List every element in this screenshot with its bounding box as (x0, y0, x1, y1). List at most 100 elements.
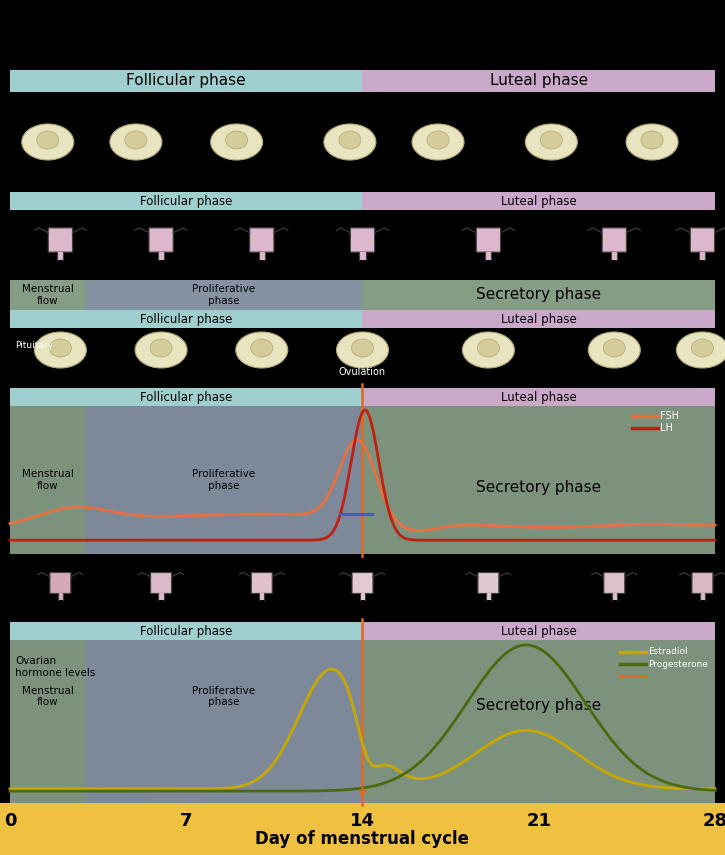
Text: 28: 28 (703, 812, 725, 830)
FancyBboxPatch shape (478, 573, 499, 593)
Ellipse shape (150, 339, 172, 357)
Ellipse shape (125, 131, 147, 149)
Bar (259, 252, 265, 260)
FancyBboxPatch shape (252, 573, 273, 593)
FancyBboxPatch shape (352, 573, 373, 593)
Text: 14: 14 (350, 812, 375, 830)
Bar (10, 310, 362, 328)
Bar (611, 252, 617, 260)
Text: Pituitary: Pituitary (15, 340, 53, 350)
Text: Menstrual
flow: Menstrual flow (22, 284, 74, 306)
Text: Follicular phase: Follicular phase (140, 391, 233, 404)
Ellipse shape (427, 131, 449, 149)
Bar (86, 640, 362, 803)
Text: Luteal phase: Luteal phase (489, 74, 588, 89)
Text: LH: LH (660, 423, 673, 433)
Bar (259, 593, 265, 600)
FancyBboxPatch shape (476, 228, 500, 252)
Ellipse shape (49, 339, 71, 357)
Bar (86, 280, 362, 310)
Ellipse shape (210, 124, 262, 160)
Ellipse shape (626, 124, 678, 160)
Ellipse shape (110, 124, 162, 160)
Text: Luteal phase: Luteal phase (501, 391, 576, 404)
Bar (486, 593, 491, 600)
Bar (10, 388, 362, 406)
Bar (86, 406, 362, 554)
Bar (58, 593, 63, 600)
Text: Estradiol: Estradiol (648, 647, 687, 657)
Text: 0: 0 (4, 812, 16, 830)
Text: Follicular phase: Follicular phase (140, 312, 233, 326)
FancyBboxPatch shape (692, 573, 713, 593)
FancyBboxPatch shape (602, 228, 626, 252)
Bar (362, 406, 715, 554)
Text: Luteal phase: Luteal phase (501, 312, 576, 326)
Text: Menstrual
flow: Menstrual flow (22, 686, 74, 707)
FancyBboxPatch shape (604, 573, 625, 593)
Bar (700, 252, 705, 260)
Ellipse shape (412, 124, 464, 160)
Text: Follicular phase: Follicular phase (140, 194, 233, 208)
Text: Ovulation: Ovulation (339, 367, 386, 377)
Ellipse shape (641, 131, 663, 149)
Ellipse shape (339, 131, 361, 149)
Text: Follicular phase: Follicular phase (140, 624, 233, 638)
Bar (10, 70, 362, 92)
Ellipse shape (22, 124, 74, 160)
Text: FSH: FSH (660, 411, 679, 421)
Bar (10, 406, 86, 554)
FancyBboxPatch shape (49, 228, 72, 252)
Text: Secretory phase: Secretory phase (476, 287, 601, 303)
Text: Secretory phase: Secretory phase (476, 480, 601, 495)
Bar (158, 252, 164, 260)
Text: Ovarian
hormone levels: Ovarian hormone levels (15, 657, 96, 678)
FancyBboxPatch shape (690, 228, 715, 252)
Text: Proliferative
phase: Proliferative phase (192, 284, 256, 306)
Ellipse shape (603, 339, 625, 357)
Text: Proliferative
phase: Proliferative phase (192, 686, 256, 707)
Bar (159, 593, 164, 600)
Bar (10, 280, 86, 310)
Ellipse shape (324, 124, 376, 160)
Bar (362, 310, 715, 328)
Text: Menstrual
flow: Menstrual flow (22, 469, 74, 491)
Bar (485, 252, 492, 260)
Bar (10, 640, 86, 803)
Text: Luteal phase: Luteal phase (501, 624, 576, 638)
Bar (700, 593, 705, 600)
Text: 7: 7 (180, 812, 193, 830)
Text: 21: 21 (526, 812, 551, 830)
Bar (362, 192, 715, 210)
Ellipse shape (236, 332, 288, 368)
Text: Luteal phase: Luteal phase (501, 194, 576, 208)
Bar (362, 280, 715, 310)
Text: Follicular phase: Follicular phase (126, 74, 246, 89)
Text: Secretory phase: Secretory phase (476, 698, 601, 713)
Ellipse shape (135, 332, 187, 368)
Ellipse shape (477, 339, 500, 357)
Ellipse shape (352, 339, 373, 357)
Text: Proliferative
phase: Proliferative phase (192, 469, 256, 491)
Bar (57, 252, 63, 260)
FancyBboxPatch shape (249, 228, 274, 252)
FancyBboxPatch shape (149, 228, 173, 252)
Ellipse shape (588, 332, 640, 368)
Ellipse shape (37, 131, 59, 149)
Bar (360, 252, 365, 260)
Ellipse shape (251, 339, 273, 357)
Bar (612, 593, 617, 600)
Ellipse shape (692, 339, 713, 357)
Bar (362, 640, 715, 803)
Ellipse shape (336, 332, 389, 368)
Bar (362, 622, 715, 640)
Ellipse shape (463, 332, 515, 368)
Bar (360, 593, 365, 600)
Ellipse shape (34, 332, 86, 368)
Bar (362, 70, 715, 92)
Text: Progesterone: Progesterone (648, 659, 708, 669)
Ellipse shape (225, 131, 248, 149)
Ellipse shape (526, 124, 577, 160)
Ellipse shape (540, 131, 563, 149)
FancyBboxPatch shape (350, 228, 375, 252)
